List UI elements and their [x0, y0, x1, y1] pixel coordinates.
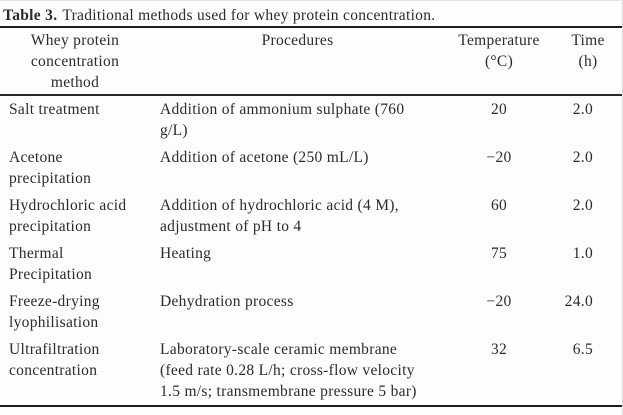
column-header-time: Time (h) — [571, 32, 605, 70]
cell-method: Ultrafiltration concentration — [9, 340, 100, 379]
table-row-freeze-drying-lyophilisation: Freeze-drying lyophilisation Dehydration… — [0, 288, 622, 336]
cell-time: 6.5 — [572, 340, 593, 358]
table-row-thermal-precipitation: Thermal Precipitation Heating 75 1.0 — [0, 240, 622, 288]
cell-temperature: −20 — [486, 148, 512, 166]
table-row-salt-treatment: Salt treatment Addition of ammonium sulp… — [0, 96, 622, 144]
cell-procedures: Addition of acetone (250 mL/L) — [160, 148, 369, 166]
cell-method: Thermal Precipitation — [9, 244, 93, 283]
cell-procedures: Addition of ammonium sulphate (760 g/L) — [160, 100, 405, 139]
table-caption-text: Traditional methods used for whey protei… — [62, 7, 436, 24]
column-header-temperature: Temperature (°C) — [458, 32, 540, 70]
bottom-rule — [0, 404, 622, 407]
cell-method: Hydrochloric acid precipitation — [9, 196, 127, 235]
cell-procedures: Dehydration process — [160, 292, 294, 310]
cell-temperature: 60 — [490, 196, 508, 214]
cell-time: 2.0 — [572, 148, 593, 166]
column-header-procedures: Procedures — [261, 32, 334, 49]
table-caption: Table 3. Traditional methods used for whe… — [0, 1, 622, 26]
column-header-method: Whey protein concentration method — [30, 32, 120, 91]
cell-method: Freeze-drying lyophilisation — [9, 292, 100, 331]
table-header-row: Whey protein concentration method Proced… — [0, 28, 622, 94]
cell-time: 2.0 — [572, 100, 593, 118]
cell-temperature: 20 — [490, 100, 508, 118]
cell-procedures: Laboratory-scale ceramic membrane (feed … — [160, 340, 417, 400]
table-row-acetone-precipitation: Acetone precipitation Addition of aceton… — [0, 144, 622, 192]
cell-procedures: Heating — [160, 244, 212, 262]
cell-method: Salt treatment — [9, 100, 100, 118]
cell-temperature: 75 — [490, 244, 508, 262]
header-rule — [0, 94, 622, 96]
cell-method: Acetone precipitation — [9, 148, 92, 187]
table-row-ultrafiltration-concentration: Ultrafiltration concentration Laboratory… — [0, 336, 622, 405]
cell-time: 24.0 — [564, 292, 593, 310]
top-rule — [0, 26, 622, 28]
cell-temperature: 32 — [490, 340, 508, 358]
cell-temperature: −20 — [486, 292, 512, 310]
table-row-hydrochloric-acid-precipitation: Hydrochloric acid precipitation Addition… — [0, 192, 622, 240]
cell-time: 2.0 — [572, 196, 593, 214]
table-caption-number: Table 3. — [3, 7, 58, 24]
cell-procedures: Addition of hydrochloric acid (4 M), adj… — [160, 196, 399, 235]
cell-time: 1.0 — [572, 244, 593, 262]
